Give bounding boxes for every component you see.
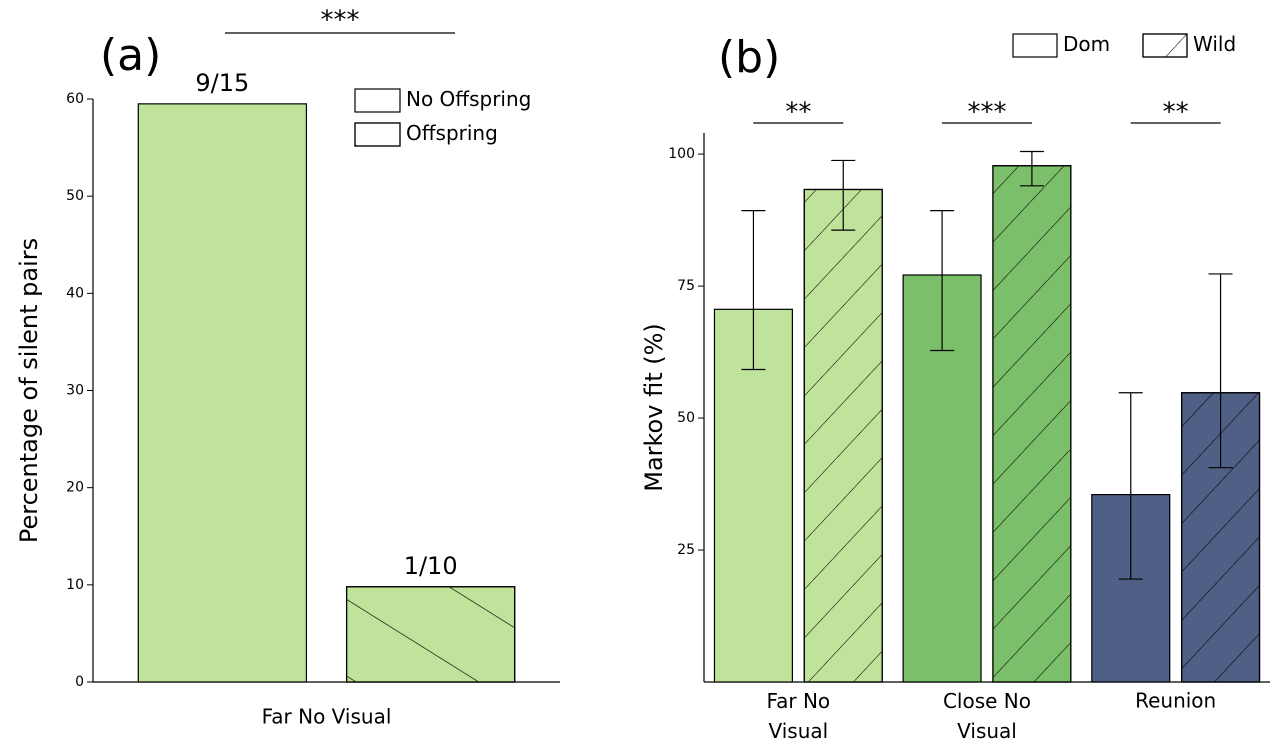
significance-label: ** [1163, 98, 1189, 128]
panel-title: (b) [718, 32, 780, 83]
legend-label: Dom [1063, 32, 1110, 56]
y-tick-label: 100 [668, 146, 695, 162]
x-tick-label: Far No Visual [262, 705, 392, 729]
bar-hatch [803, 188, 883, 683]
legend-label: No Offspring [406, 87, 531, 111]
panel: (b) Markov fit (%) 25 50 75 100 Far No Visual **… [640, 32, 1270, 743]
significance-label: ** [785, 98, 811, 128]
panel: (a) Percentage of silent pairs 0 10 20 30 40 50… [15, 6, 560, 729]
legend-swatch [1012, 33, 1058, 58]
y-tick-label: 50 [677, 410, 695, 426]
y-tick-label: 40 [66, 285, 84, 301]
y-tick-label: 10 [66, 577, 84, 593]
x-tick-label: Reunion [1135, 689, 1216, 713]
y-tick-label: 0 [75, 674, 84, 690]
x-tick-label: Far No Visual [766, 689, 830, 743]
y-tick-label: 75 [677, 278, 695, 294]
y-tick-label: 25 [677, 542, 695, 558]
significance-label: *** [968, 98, 1007, 128]
count-label: 9/15 [195, 69, 249, 97]
panel-title: (a) [100, 30, 161, 81]
legend-swatch-hatch [1142, 33, 1188, 58]
bar [713, 308, 793, 683]
significance-label: *** [321, 6, 360, 36]
y-tick-label: 30 [66, 383, 84, 399]
y-axis-label: Markov fit (%) [640, 323, 668, 492]
bar-hatch [345, 586, 516, 683]
y-tick-label: 50 [66, 188, 84, 204]
y-tick-label: 20 [66, 480, 84, 496]
y-tick-label: 60 [66, 91, 84, 107]
bar [137, 103, 308, 683]
bar-hatch [992, 165, 1072, 683]
count-label: 1/10 [404, 552, 458, 580]
legend-label: Offspring [406, 121, 498, 145]
legend-swatch [354, 88, 401, 113]
legend-swatch-hatch [354, 122, 401, 147]
legend-label: Wild [1193, 32, 1236, 56]
y-axis-label: Percentage of silent pairs [15, 238, 43, 543]
x-tick-label: Close No Visual [943, 689, 1031, 743]
